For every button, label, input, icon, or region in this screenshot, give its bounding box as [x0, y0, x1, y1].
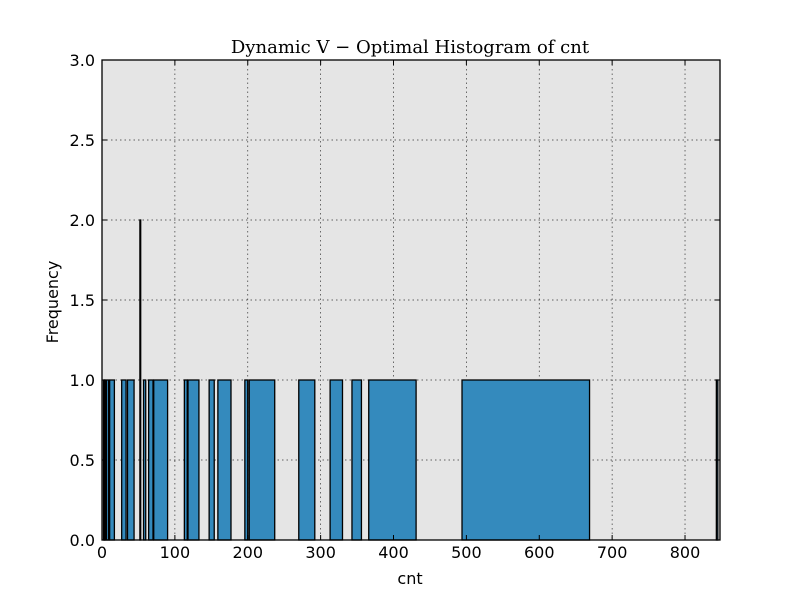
histogram-bar	[126, 379, 135, 541]
x-tick-label: 200	[232, 543, 263, 562]
histogram-bar	[187, 379, 200, 541]
histogram-bar	[147, 379, 154, 541]
histogram-bar	[368, 379, 417, 541]
y-tick-labels: 0.0 0.5 1.0 1.5 2.0 2.5 3.0	[70, 51, 95, 550]
y-tick-label: 1.5	[70, 291, 95, 310]
y-tick-label: 0.0	[70, 531, 95, 550]
y-tick-label: 3.0	[70, 51, 95, 70]
histogram-bar	[351, 379, 363, 541]
histogram-bar	[109, 379, 116, 541]
x-tick-label: 300	[305, 543, 336, 562]
x-tick-label: 500	[451, 543, 482, 562]
histogram-bar	[183, 379, 188, 541]
x-tick-label: 0	[97, 543, 107, 562]
histogram-bar	[461, 379, 591, 541]
histogram-bar	[208, 379, 215, 541]
histogram-bar	[153, 379, 169, 541]
y-tick-label: 1.0	[70, 371, 95, 390]
x-tick-label: 100	[160, 543, 191, 562]
chart-title: Dynamic V − Optimal Histogram of cnt	[231, 37, 590, 58]
histogram-bar	[121, 379, 127, 541]
histogram-bar	[139, 219, 142, 541]
histogram-bar	[217, 379, 232, 541]
histogram-bar	[248, 379, 276, 541]
histogram-bar	[244, 379, 249, 541]
y-axis-label: Frequency	[43, 261, 62, 344]
x-axis-label: cnt	[397, 569, 422, 588]
histogram-bar	[142, 379, 147, 541]
histogram-bar	[298, 379, 316, 541]
x-tick-label: 600	[524, 543, 555, 562]
y-tick-label: 2.0	[70, 211, 95, 230]
y-tick-label: 0.5	[70, 451, 95, 470]
x-tick-labels: 0 100 200 300 400 500 600 700 800	[97, 543, 700, 562]
x-tick-label: 400	[378, 543, 409, 562]
x-tick-label: 700	[597, 543, 628, 562]
histogram-bar	[329, 379, 344, 541]
y-tick-label: 2.5	[70, 131, 95, 150]
axis-ticks	[101, 59, 720, 541]
x-tick-label: 800	[670, 543, 701, 562]
